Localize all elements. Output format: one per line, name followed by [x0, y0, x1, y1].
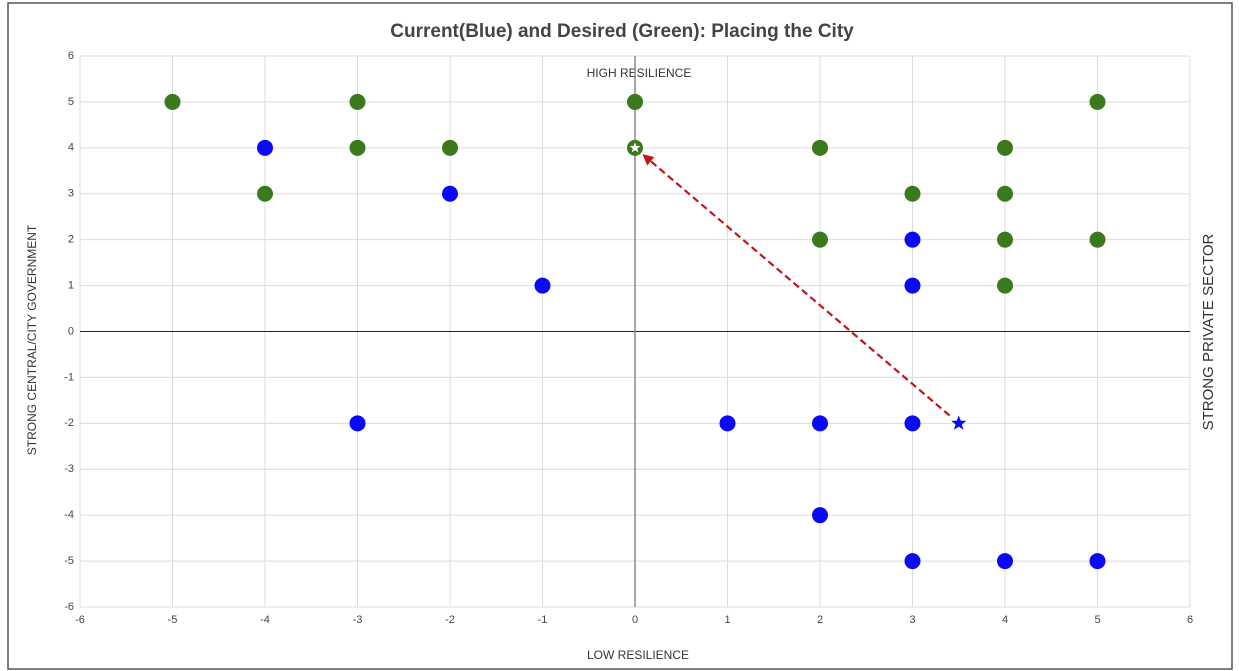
y-tick-label: -4 [64, 509, 74, 521]
chart-frame [7, 2, 1233, 670]
x-tick-label: -1 [538, 614, 548, 626]
point [904, 185, 921, 202]
point [997, 231, 1013, 248]
y-tick-label: -2 [64, 417, 74, 429]
point [349, 415, 366, 432]
x-axis-label: LOW RESILIENCE [587, 648, 689, 662]
point [627, 93, 643, 110]
x-tick-label: 5 [1094, 614, 1100, 626]
x-tick-label: 0 [632, 614, 638, 626]
x-tick-label: 3 [909, 614, 915, 626]
top-label: HIGH RESILIENCE [587, 66, 692, 80]
point [997, 553, 1013, 570]
point [257, 139, 273, 156]
point [997, 277, 1013, 294]
point [442, 139, 458, 156]
y-tick-label: -6 [64, 601, 74, 613]
point-star [629, 142, 641, 153]
point [719, 415, 736, 432]
point [1089, 231, 1106, 248]
x-tick-label: 6 [1187, 614, 1193, 626]
y-axis-label: STRONG CENTRAL/CITY GOVERNMENT [25, 224, 39, 455]
x-tick-label: -6 [75, 614, 85, 626]
point [812, 139, 828, 156]
x-tick-label: -4 [260, 614, 270, 626]
point [349, 93, 366, 110]
point [812, 231, 828, 248]
chart-title: Current(Blue) and Desired (Green): Placi… [390, 21, 854, 42]
point [904, 553, 921, 570]
x-tick-label: 4 [1002, 614, 1008, 626]
point [904, 231, 921, 248]
y-tick-label: 2 [68, 234, 74, 246]
point [1089, 93, 1106, 110]
y-tick-label: 4 [68, 142, 74, 154]
x-tick-label: 2 [817, 614, 823, 626]
y2-axis-label: STRONG PRIVATE SECTOR [1200, 233, 1217, 430]
point [442, 185, 458, 202]
y-tick-label: 3 [68, 188, 74, 200]
point [812, 507, 828, 524]
point [627, 139, 643, 156]
x-tick-label: -2 [445, 614, 455, 626]
point [1089, 553, 1106, 570]
y-tick-label: -1 [64, 371, 74, 383]
point [257, 185, 273, 202]
y-tick-label: 1 [68, 279, 74, 291]
point [997, 139, 1013, 156]
x-tick-label: 1 [724, 614, 730, 626]
y-tick-label: 6 [68, 50, 74, 62]
y-tick-label: -5 [64, 555, 74, 567]
point [812, 415, 828, 432]
x-tick-label: -3 [353, 614, 363, 626]
point [904, 277, 921, 294]
point [534, 277, 551, 294]
point [164, 93, 181, 110]
point [997, 185, 1013, 202]
point [349, 139, 366, 156]
y-tick-label: 0 [68, 325, 74, 337]
y-tick-label: 5 [68, 96, 74, 108]
point [951, 415, 967, 430]
arrow [642, 154, 951, 417]
y-tick-label: -3 [64, 463, 74, 475]
x-tick-label: -5 [168, 614, 178, 626]
point [904, 415, 921, 432]
